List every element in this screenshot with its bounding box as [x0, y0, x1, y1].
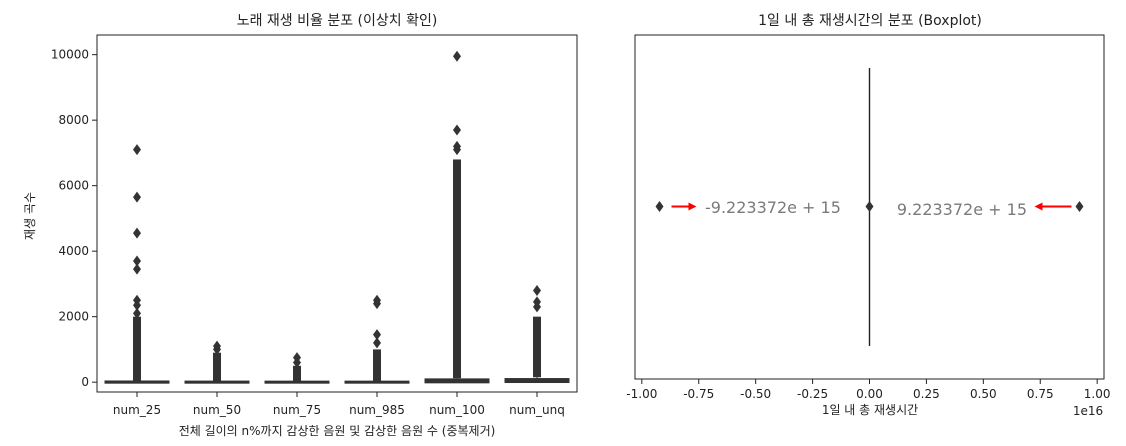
x-tick-label: 0.25	[913, 387, 940, 401]
outlier-point	[453, 124, 461, 136]
outlier-point	[133, 227, 141, 239]
outlier-point-left	[655, 201, 664, 212]
x-tick-label: num_75	[273, 403, 321, 417]
x-tick-label: num_25	[113, 403, 161, 417]
right-chart: 1일 내 총 재생시간의 분포 (Boxplot) -1.00 -0.75 -0.5…	[626, 13, 1110, 418]
outlier-point	[133, 307, 141, 319]
left-y-axis: 0 2000 4000 6000 8000 10000	[51, 48, 97, 389]
x-tick-label: num_50	[193, 403, 241, 417]
left-outlier-annotation: -9.223372e + 15	[705, 198, 841, 217]
outlier-point	[133, 144, 141, 156]
x-tick-label: 0.75	[1027, 387, 1054, 401]
outlier-point	[373, 329, 381, 341]
x-tick-label: -1.00	[626, 387, 657, 401]
right-x-axis: -1.00 -0.75 -0.50 -0.25 0.00 0.25 0.50 0.75 1.00	[626, 379, 1111, 401]
right-x-axis-label: 1일 내 총 재생시간	[822, 403, 918, 417]
x-tick-label: num_985	[349, 403, 405, 417]
x-tick-label: 1.00	[1084, 387, 1111, 401]
outlier-point	[133, 294, 141, 306]
outlier-band-num_unq	[533, 316, 541, 378]
median-point	[865, 201, 874, 212]
x-tick-label: 0.00	[856, 387, 883, 401]
x-tick-label: num_unq	[509, 403, 565, 417]
x-tick-label: -0.50	[740, 387, 771, 401]
y-tick-label: 4000	[58, 244, 89, 258]
outlier-point	[453, 50, 461, 62]
right-outlier-annotation: 9.223372e + 15	[897, 200, 1027, 219]
outlier-point	[213, 340, 221, 352]
outlier-point-right	[1075, 201, 1084, 212]
outlier-band-num_50	[213, 352, 221, 382]
y-tick-label: 10000	[51, 48, 89, 62]
outlier-point	[453, 140, 461, 152]
outlier-point	[373, 337, 381, 349]
y-tick-label: 0	[81, 375, 89, 389]
outlier-band-num_985	[373, 349, 381, 383]
outlier-point	[533, 296, 541, 308]
arrow-right	[1034, 202, 1072, 211]
right-chart-title: 1일 내 총 재생시간의 분포 (Boxplot)	[758, 13, 982, 29]
outlier-point	[133, 263, 141, 275]
left-x-axis: num_25 num_50 num_75 num_985 num_100 num_unq	[113, 392, 565, 417]
outlier-band-num_100	[453, 159, 461, 379]
x-tick-label: -0.25	[797, 387, 828, 401]
y-tick-label: 8000	[58, 113, 89, 127]
left-chart-title: 노래 재생 비율 분포 (이상치 확인)	[237, 13, 438, 29]
arrow-head	[688, 202, 697, 211]
outlier-band-num_25	[133, 316, 141, 382]
arrow-left	[671, 202, 697, 211]
x-tick-label: num_100	[429, 403, 485, 417]
x-tick-label: 0.50	[970, 387, 997, 401]
outlier-band-num_75	[293, 365, 301, 383]
outlier-point	[133, 191, 141, 203]
left-x-axis-label: 전체 길이의 n%까지 감상한 음원 및 감상한 음원 수 (중복제거)	[179, 424, 496, 438]
y-tick-label: 6000	[58, 179, 89, 193]
left-boxes	[104, 50, 570, 384]
x-tick-label: -0.75	[683, 387, 714, 401]
left-plot-frame	[96, 34, 578, 393]
outlier-point	[133, 255, 141, 267]
left-y-axis-label: 재생 곡수	[23, 192, 37, 240]
outlier-point	[533, 284, 541, 296]
arrow-head	[1034, 202, 1043, 211]
right-x-offset-label: 1e16	[1073, 404, 1103, 418]
y-tick-label: 2000	[58, 310, 89, 324]
outlier-point	[373, 294, 381, 306]
outlier-point	[293, 352, 301, 364]
left-chart: 노래 재생 비율 분포 (이상치 확인) 0 2000 4000 6000 8000 10…	[23, 13, 578, 438]
right-boxplot	[655, 68, 1084, 346]
